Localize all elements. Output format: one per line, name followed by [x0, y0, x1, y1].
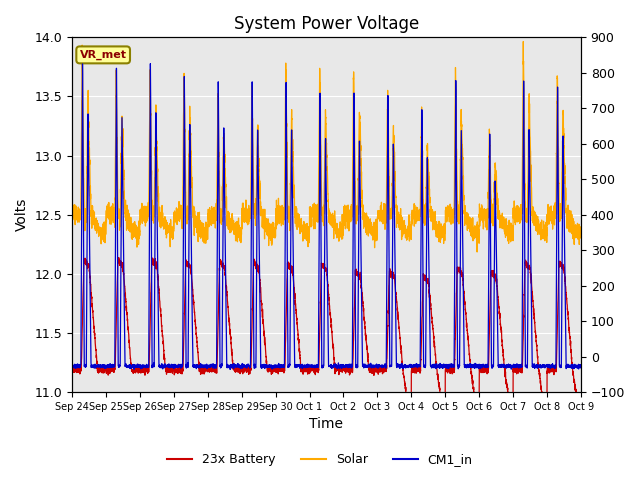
Legend: 23x Battery, Solar, CM1_in: 23x Battery, Solar, CM1_in	[163, 448, 477, 471]
Title: System Power Voltage: System Power Voltage	[234, 15, 419, 33]
Y-axis label: Volts: Volts	[15, 198, 29, 231]
Text: VR_met: VR_met	[79, 50, 127, 60]
X-axis label: Time: Time	[310, 418, 344, 432]
